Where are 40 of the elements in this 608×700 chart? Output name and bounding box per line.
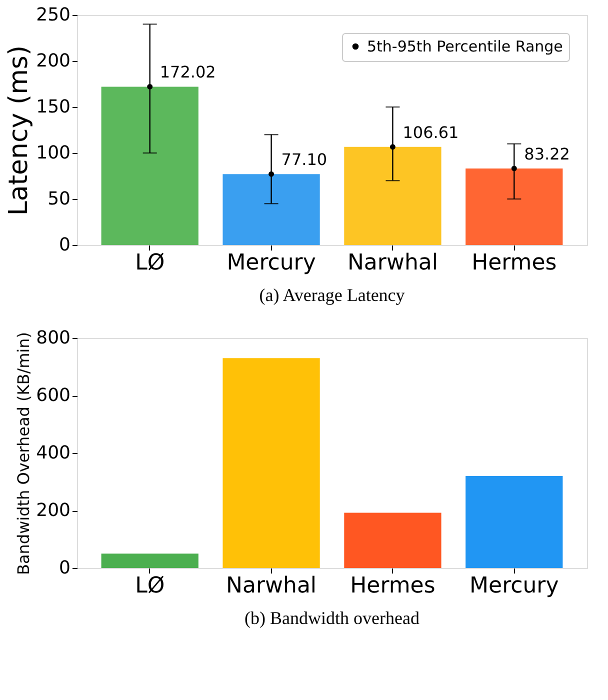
- data-label: 172.02: [160, 62, 216, 82]
- y-tick-label: 800: [36, 328, 70, 348]
- x-tick-label: Hermes: [350, 574, 436, 598]
- bar: [344, 512, 442, 568]
- y-tick-label: 0: [59, 558, 70, 578]
- y-tick-label: 400: [36, 442, 70, 464]
- data-label: 83.22: [524, 144, 570, 164]
- y-tick-label: 100: [36, 142, 70, 164]
- text: (a) Average Latency: [259, 285, 405, 305]
- x-tick-label: Narwhal: [347, 250, 438, 276]
- bar: [222, 358, 320, 568]
- point: [268, 171, 274, 177]
- point: [390, 144, 396, 150]
- x-tick-label: Narwhal: [226, 574, 317, 598]
- bar: [344, 146, 442, 245]
- text: (b) Bandwidth overhead: [244, 608, 420, 628]
- legend-label: 5th-95th Percentile Range: [367, 38, 563, 56]
- bar: [101, 86, 198, 245]
- bar: [101, 554, 198, 568]
- y-tick-label: 250: [36, 4, 70, 26]
- y-tick-label: 200: [36, 50, 70, 72]
- y-tick-label: 0: [59, 234, 70, 256]
- bar: [466, 476, 563, 568]
- bar: [222, 174, 320, 245]
- x-tick-label: LØ: [135, 250, 165, 276]
- y-axis-title: Bandwidth Overhead (KB/min): [14, 332, 34, 576]
- data-label: 77.10: [281, 150, 328, 170]
- point: [147, 84, 153, 90]
- x-tick-label: Mercury: [226, 250, 316, 276]
- point: [511, 166, 517, 172]
- x-tick-label: Mercury: [470, 574, 559, 598]
- y-tick-label: 600: [36, 385, 70, 406]
- x-tick-label: Hermes: [472, 250, 557, 276]
- y-axis-title: Latency (ms): [4, 45, 34, 216]
- bar: [466, 168, 563, 245]
- data-label: 106.61: [402, 122, 459, 142]
- x-tick-label: LØ: [135, 574, 165, 598]
- y-tick-label: 150: [36, 96, 70, 118]
- y-tick-label: 50: [48, 188, 70, 210]
- y-tick-label: 200: [36, 500, 70, 521]
